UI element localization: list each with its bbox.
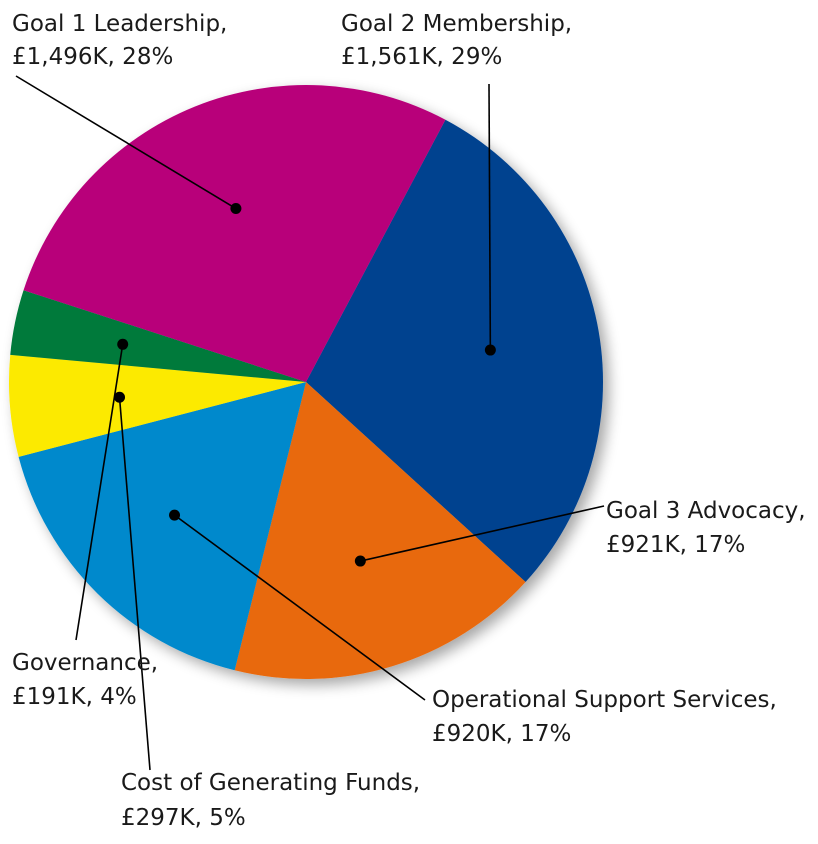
slice-goal-1-leadership bbox=[23, 84, 446, 382]
slice-goal-3-advocacy bbox=[234, 382, 526, 680]
label-governance-value: £191K, 4% bbox=[12, 684, 137, 710]
leader-line-cost-of-generating-funds bbox=[118, 397, 151, 771]
pie-slices bbox=[8, 84, 604, 680]
slice-governance bbox=[10, 290, 307, 382]
leader-line-operational-support-services bbox=[174, 514, 426, 701]
label-governance: Governance, £191K, 4% bbox=[12, 650, 165, 710]
label-operational-support-services-name: Operational Support Services, bbox=[432, 687, 777, 713]
label-goal-3-advocacy-name: Goal 3 Advocacy, bbox=[606, 498, 806, 524]
label-cost-of-generating-funds: Cost of Generating Funds, £297K, 5% bbox=[121, 770, 427, 831]
leader-dot-goal-1-leadership bbox=[230, 203, 242, 215]
leader-line-goal-1-leadership bbox=[15, 75, 237, 210]
label-goal-3-advocacy: Goal 3 Advocacy, £921K, 17% bbox=[606, 498, 813, 558]
label-goal-1-leadership-name: Goal 1 Leadership, bbox=[12, 11, 227, 37]
label-operational-support-services-value: £920K, 17% bbox=[432, 721, 571, 747]
label-goal-3-advocacy-value: £921K, 17% bbox=[606, 532, 745, 558]
label-goal-1-leadership: Goal 1 Leadership, £1,496K, 28% bbox=[12, 11, 235, 70]
label-cost-of-generating-funds-value: £297K, 5% bbox=[121, 805, 246, 831]
label-goal-2-membership-value: £1,561K, 29% bbox=[341, 44, 502, 70]
label-goal-2-membership: Goal 2 Membership, £1,561K, 29% bbox=[341, 11, 579, 70]
leader-dot-operational-support-services bbox=[169, 509, 181, 521]
slice-cost-of-generating-funds bbox=[8, 354, 307, 457]
leader-dot-cost-of-generating-funds bbox=[114, 391, 126, 403]
label-operational-support-services: Operational Support Services, £920K, 17% bbox=[432, 687, 784, 747]
label-goal-2-membership-name: Goal 2 Membership, bbox=[341, 11, 572, 37]
slice-goal-2-membership bbox=[306, 119, 604, 583]
leader-lines bbox=[15, 75, 605, 771]
label-governance-name: Governance, bbox=[12, 650, 158, 676]
leader-line-goal-2-membership bbox=[488, 83, 492, 351]
label-goal-1-leadership-value: £1,496K, 28% bbox=[12, 44, 173, 70]
slice-operational-support-services bbox=[18, 382, 306, 671]
leader-line-governance bbox=[75, 344, 124, 641]
leader-dot-goal-2-membership bbox=[484, 344, 496, 356]
leader-dot-goal-3-advocacy bbox=[354, 555, 366, 567]
leader-line-goal-3-advocacy bbox=[360, 505, 605, 562]
label-cost-of-generating-funds-name: Cost of Generating Funds, bbox=[121, 770, 420, 796]
leader-dot-governance bbox=[117, 338, 129, 350]
